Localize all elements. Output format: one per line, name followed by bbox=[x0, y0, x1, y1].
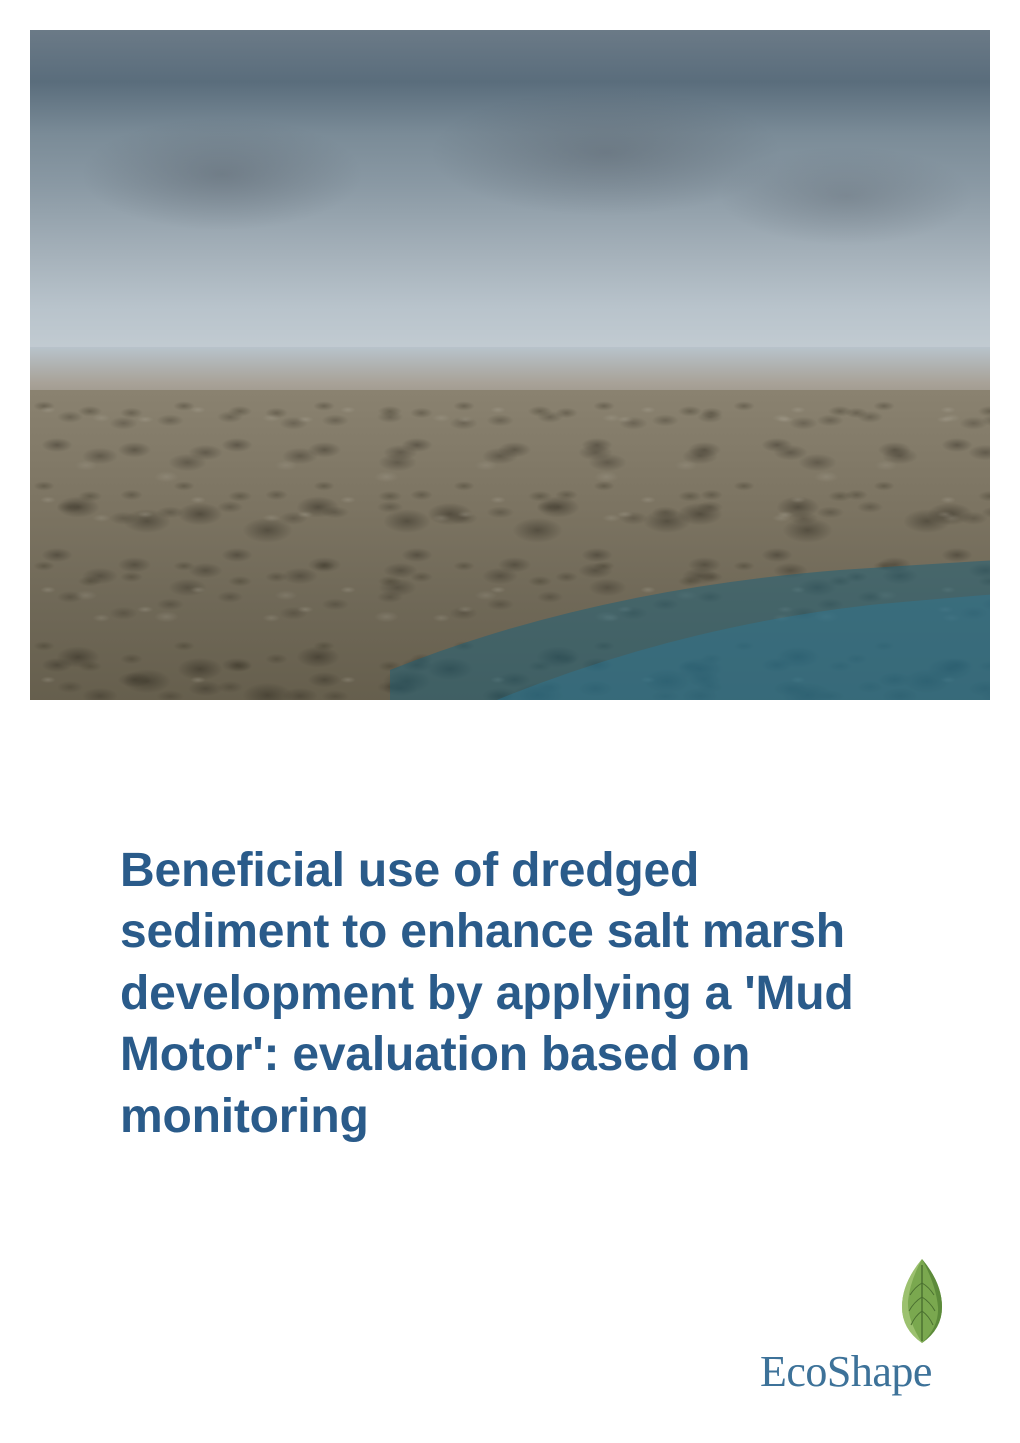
ecoshape-logo: EcoShape bbox=[760, 1257, 970, 1397]
document-title: Beneficial use of dredged sediment to en… bbox=[120, 840, 880, 1147]
cover-photo bbox=[30, 30, 990, 750]
photo-mud-highlight bbox=[30, 390, 990, 750]
leaf-icon bbox=[892, 1257, 952, 1347]
brand-name: EcoShape bbox=[760, 1346, 932, 1397]
document-title-block: Beneficial use of dredged sediment to en… bbox=[120, 840, 880, 1147]
white-curve-mask bbox=[0, 700, 1020, 820]
photo-clouds bbox=[30, 88, 990, 304]
